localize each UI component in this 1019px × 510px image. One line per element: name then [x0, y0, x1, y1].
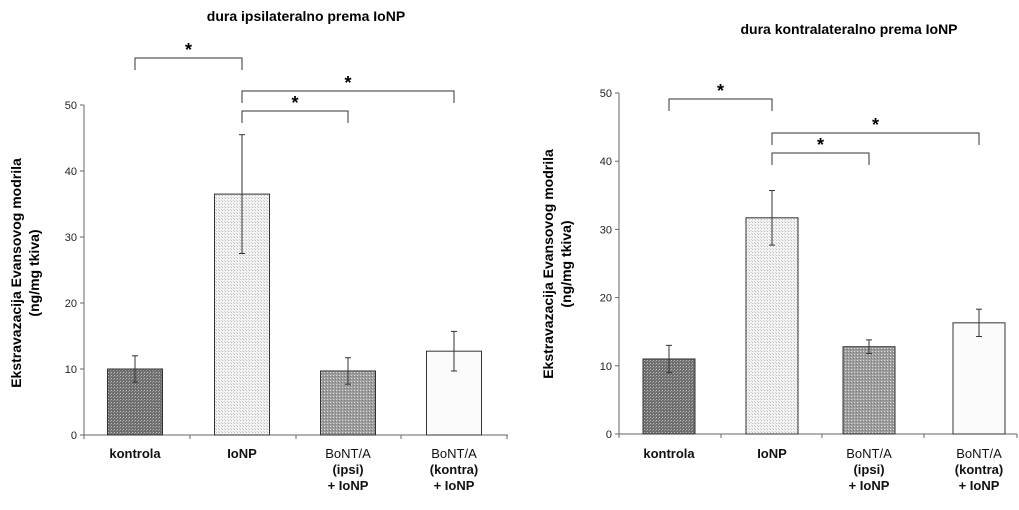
significance-label: * — [291, 93, 298, 113]
category-label: + IoNP — [328, 478, 369, 493]
category-label: IoNP — [757, 446, 787, 461]
category-label: + IoNP — [434, 478, 475, 493]
chart-title: dura kontralateralno prema IoNP — [740, 21, 957, 37]
category-label: (kontra) — [955, 462, 1003, 477]
y-axis-label: Ekstravazacija Evansovog modrila — [540, 149, 556, 379]
y-tick-label: 10 — [600, 361, 612, 373]
y-axis-label: Ekstravazacija Evansovog modrila — [8, 158, 24, 388]
y-tick-label: 0 — [606, 429, 612, 441]
bar — [745, 217, 799, 435]
category-label: (ipsi) — [853, 462, 884, 477]
y-tick-label: 0 — [71, 430, 77, 442]
significance-label: * — [185, 40, 192, 60]
significance-label: * — [344, 73, 351, 93]
chart-svg-left: dura ipsilateralno prema IoNP Ekstravaza… — [8, 8, 508, 493]
chart-svg-right: dura kontralateralno prema IoNP Ekstrava… — [540, 21, 1018, 493]
y-tick-label: 30 — [65, 232, 77, 244]
bar — [842, 346, 896, 435]
category-label: kontrola — [643, 446, 695, 461]
category-label: (kontra) — [430, 462, 478, 477]
category-label: (ipsi) — [332, 462, 363, 477]
category-label: BoNT/A — [846, 446, 892, 461]
y-tick-label: 20 — [600, 293, 612, 305]
chart-title: dura ipsilateralno prema IoNP — [207, 8, 405, 24]
significance-label: * — [817, 135, 824, 155]
chart-dura-ipsilateral: dura ipsilateralno prema IoNP Ekstravaza… — [0, 0, 509, 510]
significance-bracket — [668, 98, 773, 111]
category-label: + IoNP — [959, 478, 1000, 493]
significance-bracket — [241, 110, 349, 123]
chart-dura-contralateral: dura kontralateralno prema IoNP Ekstrava… — [509, 0, 1019, 510]
y-tick-label: 40 — [65, 166, 77, 178]
y-axis-label-unit: (ng/mg tkiva) — [558, 220, 574, 307]
category-label: BoNT/A — [325, 446, 371, 461]
y-tick-label: 50 — [600, 88, 612, 100]
y-tick-label: 30 — [600, 224, 612, 236]
y-tick-label: 20 — [65, 298, 77, 310]
category-label: kontrola — [109, 446, 161, 461]
significance-label: * — [717, 81, 724, 101]
y-axis-label-unit: (ng/mg tkiva) — [26, 229, 42, 316]
y-tick-label: 40 — [600, 156, 612, 168]
category-label: BoNT/A — [431, 446, 477, 461]
significance-bracket — [134, 57, 243, 70]
y-tick-label: 50 — [65, 100, 77, 112]
significance-label: * — [872, 115, 879, 135]
category-label: + IoNP — [849, 478, 890, 493]
y-tick-label: 10 — [65, 364, 77, 376]
category-label: BoNT/A — [956, 446, 1002, 461]
category-label: IoNP — [227, 446, 257, 461]
significance-bracket — [771, 132, 980, 145]
bar — [952, 322, 1006, 435]
bar — [107, 368, 163, 436]
significance-bracket — [241, 90, 455, 103]
significance-bracket — [771, 152, 870, 165]
